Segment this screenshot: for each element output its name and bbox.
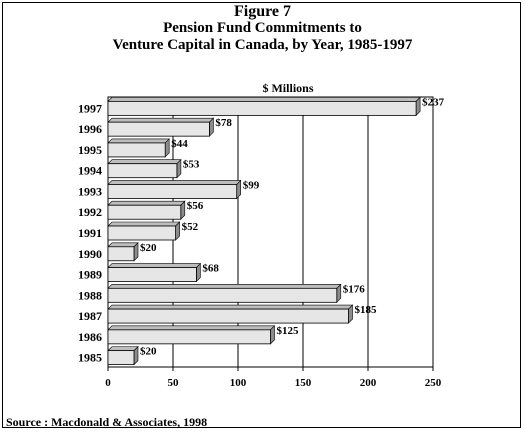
plot-area: 0 50 100 150 200 250 $237 1997 $78 1996 $44 1995 $53… (78, 96, 445, 389)
bar-value-label: $56 (187, 200, 204, 212)
bar (107, 142, 166, 158)
bar-value-label: $78 (215, 117, 232, 129)
y-category-label: 1992 (78, 205, 102, 219)
bar (107, 121, 210, 137)
bar-value-label: $20 (140, 242, 157, 254)
bar (107, 204, 182, 220)
y-category-label: 1987 (78, 309, 102, 323)
bar-top-face (107, 304, 354, 310)
x-tick-label: 200 (360, 377, 377, 389)
bar-value-label: $68 (202, 263, 219, 275)
y-category-label: 1985 (78, 351, 102, 365)
bar (107, 267, 197, 282)
bar (107, 225, 176, 241)
bar-value-label: $20 (140, 346, 157, 358)
bar-top-face (107, 159, 182, 164)
bar-top-face (107, 263, 202, 268)
bar-top-face (107, 325, 276, 331)
figure-title-line-2: Venture Capital in Canada, by Year, 1985… (112, 37, 413, 53)
bar-top-face (107, 97, 421, 102)
figure-label: Figure 7 (233, 3, 292, 20)
y-category-label: 1996 (78, 122, 102, 136)
bar-top-face (107, 346, 139, 351)
bar (107, 308, 349, 324)
bar-value-label: $237 (422, 96, 445, 108)
bar (107, 184, 238, 199)
bar-top-face (107, 284, 342, 289)
bar-value-label: $185 (355, 304, 378, 316)
bar (107, 287, 338, 303)
bar (107, 350, 135, 366)
bar-top-face (107, 117, 215, 123)
bar-top-face (107, 200, 186, 206)
x-tick-label: 100 (230, 377, 247, 389)
y-category-label: 1986 (78, 330, 102, 344)
y-category-label: 1997 (78, 101, 102, 115)
figure-title-line-1: Pension Fund Commitments to (163, 20, 362, 36)
bar-value-label: $176 (343, 283, 366, 295)
bar (107, 100, 417, 116)
bar-value-label: $125 (277, 325, 300, 337)
x-tick-label: 250 (425, 377, 442, 389)
x-tick-label: 0 (105, 377, 111, 389)
y-category-label: 1988 (78, 288, 102, 302)
bar (107, 329, 271, 345)
bar-value-label: $99 (243, 179, 260, 191)
bar-top-face (107, 138, 170, 144)
y-category-label: 1994 (78, 164, 102, 178)
y-category-label: 1993 (78, 184, 102, 198)
bar (107, 246, 135, 262)
x-tick-label: 150 (295, 377, 312, 389)
figure-frame (2, 2, 521, 428)
bar-top-face (107, 242, 139, 248)
y-category-label: 1995 (78, 143, 102, 157)
chart-unit-title: $ Millions (262, 81, 313, 95)
bar-value-label: $44 (171, 138, 188, 150)
bar-top-face (107, 180, 242, 185)
bar-value-label: $52 (182, 221, 199, 233)
source-note: Source : Macdonald & Associates, 1998 (6, 415, 208, 429)
y-category-label: 1989 (78, 268, 102, 282)
bar-top-face (107, 221, 181, 227)
y-category-label: 1991 (78, 226, 102, 240)
x-tick-label: 50 (168, 377, 180, 389)
figure-title-block: Figure 7 Pension Fund Commitments to Ven… (0, 3, 525, 54)
y-category-label: 1990 (78, 247, 102, 261)
bar-value-label: $53 (183, 159, 200, 171)
bar (107, 163, 178, 179)
